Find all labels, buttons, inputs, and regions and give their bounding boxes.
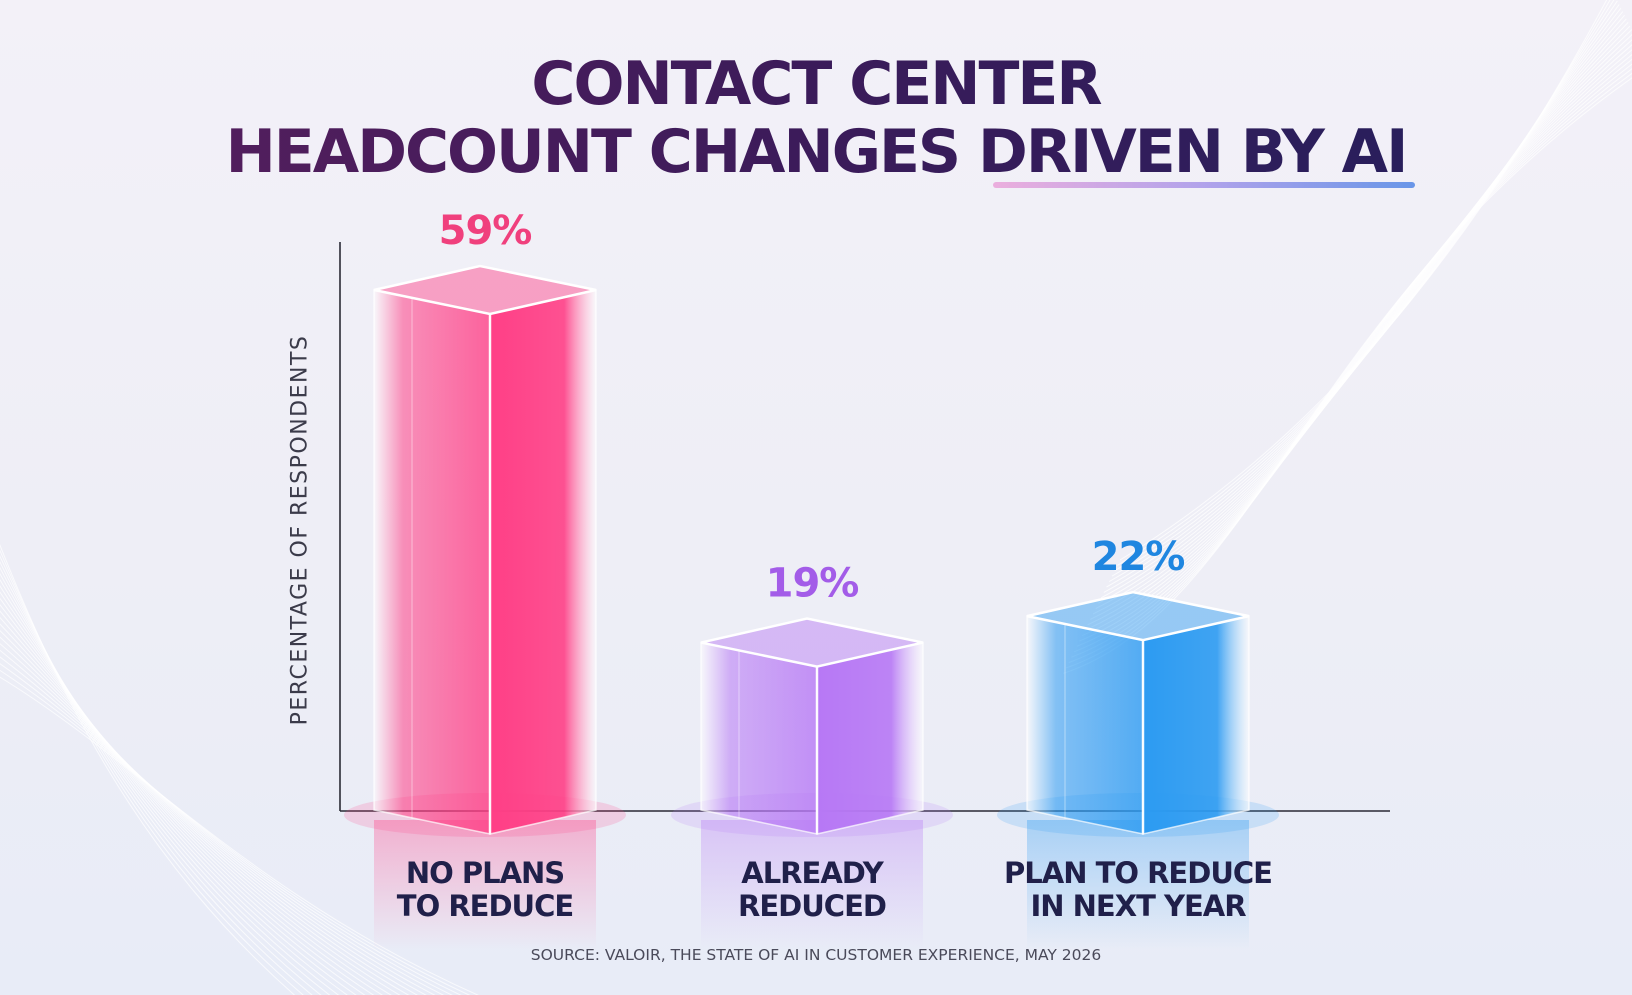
bar-reflection xyxy=(374,820,596,950)
bar-reflection xyxy=(1027,820,1249,950)
category-label-line: PLAN TO REDUCE xyxy=(1004,856,1273,890)
bar-1 xyxy=(344,264,626,950)
bar-3 xyxy=(997,590,1279,950)
category-label-1: NO PLANS TO REDUCE xyxy=(325,857,645,923)
value-label-1: 59% xyxy=(439,208,532,254)
bar-reflection xyxy=(701,820,923,950)
bar-side-face xyxy=(489,289,597,835)
bar-front-face xyxy=(700,641,818,835)
category-label-2: ALREADY REDUCED xyxy=(652,857,972,923)
category-label-line: IN NEXT YEAR xyxy=(1030,889,1246,923)
category-label-line: ALREADY xyxy=(741,856,883,890)
bar-side-face xyxy=(816,641,924,835)
bar-2 xyxy=(671,617,953,950)
value-label-3: 22% xyxy=(1092,534,1185,580)
title-line-2: HEADCOUNT CHANGES DRIVEN BY AI xyxy=(0,118,1632,186)
category-label-line: TO REDUCE xyxy=(396,889,574,923)
category-label-3: PLAN TO REDUCE IN NEXT YEAR xyxy=(978,857,1298,923)
bar-front-face xyxy=(1026,615,1144,835)
category-label-line: NO PLANS xyxy=(405,856,565,890)
value-label-2: 19% xyxy=(766,561,859,607)
chart-title: CONTACT CENTER HEADCOUNT CHANGES DRIVEN … xyxy=(0,50,1632,186)
bar-top-face xyxy=(700,617,924,668)
title-underline xyxy=(993,182,1415,188)
category-label-line: REDUCED xyxy=(738,889,887,923)
bar-top-face xyxy=(373,264,597,316)
bar-front-face xyxy=(373,289,491,835)
bar-top-face xyxy=(1026,590,1250,642)
bar-side-face xyxy=(1142,615,1250,835)
source-note: SOURCE: VALOIR, THE STATE OF AI IN CUSTO… xyxy=(530,946,1102,964)
title-line-1: CONTACT CENTER xyxy=(0,50,1632,118)
